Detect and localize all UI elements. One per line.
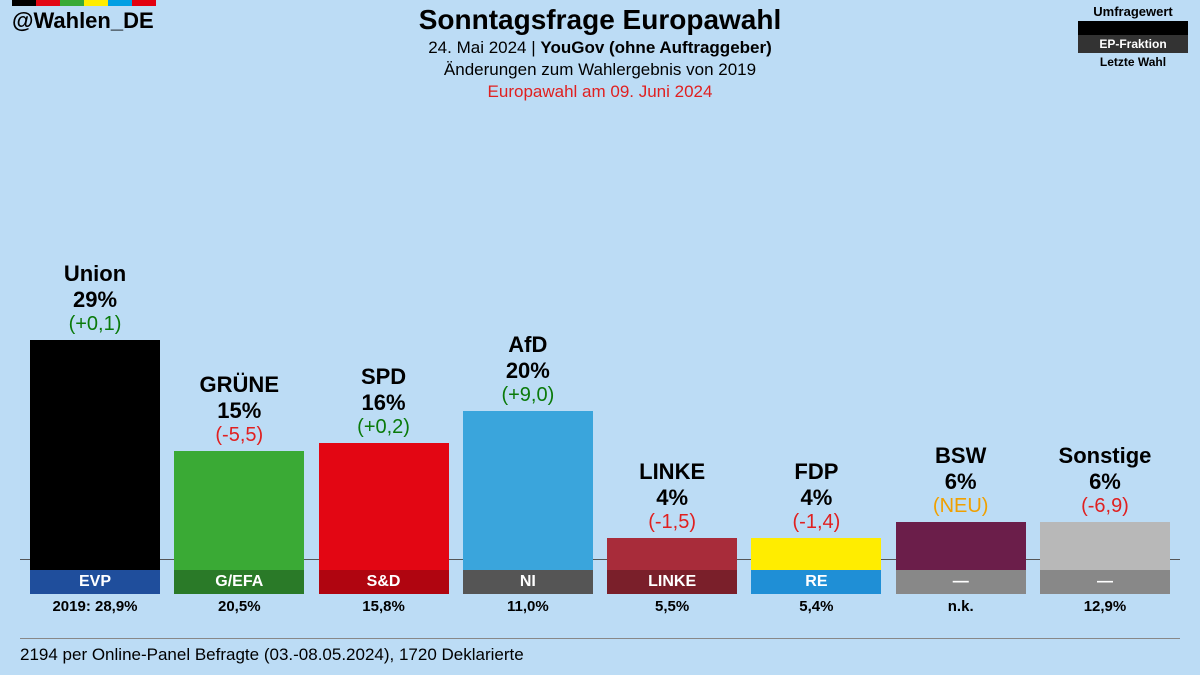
party-change: (-5,5) [200, 424, 279, 447]
legend-poll-label: Umfragewert [1078, 4, 1188, 19]
bar-labels: Sonstige6%(-6,9) [1059, 443, 1152, 518]
party-name: LINKE [639, 459, 705, 485]
subtitle-changes: Änderungen zum Wahlergebnis von 2019 [0, 60, 1200, 80]
ep-fraction-label: — [896, 570, 1026, 594]
ep-fraction-label: S&D [319, 570, 449, 594]
party-column: Sonstige6%(-6,9) — 12,9% [1040, 443, 1170, 615]
previous-result: n.k. [948, 598, 974, 615]
party-change: (+0,2) [357, 416, 410, 439]
bar-labels: LINKE4%(-1,5) [639, 459, 705, 534]
subtitle-date: 24. Mai 2024 | [428, 38, 540, 57]
legend-box: Umfragewert EP-Fraktion Letzte Wahl [1078, 4, 1188, 69]
color-strip [12, 0, 156, 6]
party-bar [896, 522, 1026, 570]
party-change: (-6,9) [1059, 495, 1152, 518]
ep-fraction-label: — [1040, 570, 1170, 594]
subtitle-date-pollster: 24. Mai 2024 | YouGov (ohne Auftraggeber… [0, 38, 1200, 58]
title-block: Sonntagsfrage Europawahl 24. Mai 2024 | … [0, 0, 1200, 102]
party-percentage: 16% [357, 390, 410, 416]
party-change: (+9,0) [501, 384, 554, 407]
party-name: AfD [501, 332, 554, 358]
party-change: (-1,5) [639, 511, 705, 534]
party-percentage: 4% [793, 485, 841, 511]
ep-fraction-label: LINKE [607, 570, 737, 594]
legend-bar-sample: EP-Fraktion [1078, 21, 1188, 53]
party-name: SPD [357, 364, 410, 390]
party-column: BSW6%(NEU) — n.k. [896, 443, 1026, 615]
party-column: AfD20%(+9,0) NI 11,0% [463, 332, 593, 615]
previous-result: 11,0% [507, 598, 549, 615]
chart-title: Sonntagsfrage Europawahl [0, 4, 1200, 36]
party-change: (+0,1) [64, 313, 126, 336]
party-bar [30, 340, 160, 570]
party-bar [751, 538, 881, 570]
party-change: (-1,4) [793, 511, 841, 534]
legend-last-label: Letzte Wahl [1078, 55, 1188, 69]
party-column: SPD16%(+0,2) S&D 15,8% [319, 364, 449, 615]
party-name: Union [64, 261, 126, 287]
account-handle: @Wahlen_DE [12, 8, 154, 34]
party-percentage: 20% [501, 358, 554, 384]
previous-result: 15,8% [362, 598, 405, 615]
subtitle-pollster: YouGov (ohne Auftraggeber) [540, 38, 771, 57]
ep-fraction-label: RE [751, 570, 881, 594]
party-column: FDP4%(-1,4) RE 5,4% [751, 459, 881, 615]
previous-result: 2019: 28,9% [52, 598, 137, 615]
ep-fraction-label: NI [463, 570, 593, 594]
party-bar [319, 443, 449, 570]
party-column: LINKE4%(-1,5)LINKE5,5% [607, 459, 737, 615]
legend-ep-label: EP-Fraktion [1078, 35, 1188, 53]
bar-labels: SPD16%(+0,2) [357, 364, 410, 439]
party-bar [174, 451, 304, 570]
chart-area: Union29%(+0,1) EVP 2019: 28,9% GRÜNE15%(-5,… [30, 180, 1170, 615]
party-change: (NEU) [933, 495, 989, 518]
party-percentage: 29% [64, 287, 126, 313]
party-bar [1040, 522, 1170, 570]
previous-result: 5,5% [655, 598, 689, 615]
previous-result: 5,4% [799, 598, 833, 615]
party-name: GRÜNE [200, 372, 279, 398]
party-percentage: 4% [639, 485, 705, 511]
footer-text: 2194 per Online-Panel Befragte (03.-08.0… [20, 638, 1180, 665]
previous-result: 20,5% [218, 598, 261, 615]
party-name: BSW [933, 443, 989, 469]
party-percentage: 15% [200, 398, 279, 424]
party-percentage: 6% [1059, 469, 1152, 495]
bar-labels: GRÜNE15%(-5,5) [200, 372, 279, 447]
bar-labels: BSW6%(NEU) [933, 443, 989, 518]
party-name: FDP [793, 459, 841, 485]
party-bar [607, 538, 737, 570]
ep-fraction-label: EVP [30, 570, 160, 594]
party-bar [463, 411, 593, 570]
party-column: Union29%(+0,1) EVP 2019: 28,9% [30, 261, 160, 615]
party-column: GRÜNE15%(-5,5) G/EFA 20,5% [174, 372, 304, 615]
ep-fraction-label: G/EFA [174, 570, 304, 594]
party-name: Sonstige [1059, 443, 1152, 469]
bar-labels: AfD20%(+9,0) [501, 332, 554, 407]
subtitle-election: Europawahl am 09. Juni 2024 [0, 82, 1200, 102]
bar-labels: FDP4%(-1,4) [793, 459, 841, 534]
previous-result: 12,9% [1084, 598, 1127, 615]
bar-labels: Union29%(+0,1) [64, 261, 126, 336]
party-percentage: 6% [933, 469, 989, 495]
